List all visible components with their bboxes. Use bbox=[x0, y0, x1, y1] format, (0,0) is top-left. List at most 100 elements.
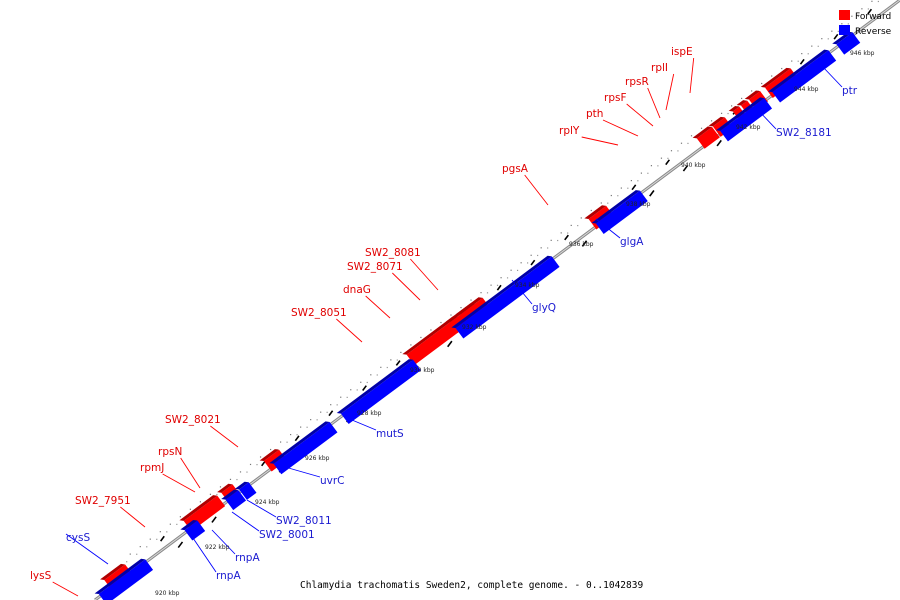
leader-line bbox=[231, 511, 260, 532]
leader-line bbox=[647, 87, 661, 119]
gene-label-forward: rpsF bbox=[604, 92, 627, 104]
track-dot bbox=[657, 165, 659, 167]
tick-mark bbox=[716, 139, 722, 147]
track-dot bbox=[791, 60, 793, 62]
gene-block-edge bbox=[180, 519, 198, 531]
legend-forward-swatch bbox=[839, 10, 850, 20]
gene-label-forward: SW2_8081 bbox=[365, 247, 421, 259]
track-dot bbox=[737, 105, 739, 107]
track-dot bbox=[179, 516, 181, 518]
track-dot bbox=[627, 187, 629, 189]
tick-mark bbox=[328, 410, 334, 417]
reverse-gene-block bbox=[180, 519, 206, 541]
gene-block-face bbox=[98, 559, 154, 600]
gene-block-face bbox=[184, 520, 206, 541]
track-dot bbox=[340, 396, 342, 398]
track-dot bbox=[751, 90, 753, 92]
leader-line bbox=[180, 457, 201, 489]
track-dot bbox=[326, 411, 328, 413]
track-dot bbox=[670, 150, 673, 152]
track-dot bbox=[310, 419, 312, 421]
leader-line bbox=[626, 103, 654, 127]
track-dot bbox=[366, 381, 368, 384]
track-dot bbox=[400, 351, 402, 354]
gene-block-edge bbox=[234, 481, 249, 490]
leader-line bbox=[246, 499, 277, 518]
track-dot bbox=[761, 82, 763, 85]
tick-label: 922 kbp bbox=[205, 544, 230, 551]
track-dot bbox=[336, 404, 338, 406]
track-dot bbox=[720, 112, 723, 114]
gene-block-edge bbox=[728, 106, 740, 112]
tick-mark bbox=[447, 340, 453, 348]
track-dot bbox=[650, 165, 653, 167]
gene-block-edge bbox=[768, 49, 829, 93]
tick-mark bbox=[177, 541, 184, 549]
gene-label-reverse: rnpA bbox=[235, 552, 260, 564]
tick-label: 924 kbp bbox=[255, 499, 280, 506]
reverse-gene-block bbox=[234, 481, 257, 500]
legend-reverse-swatch bbox=[839, 25, 850, 35]
track-dot bbox=[126, 561, 128, 563]
track-dot bbox=[356, 389, 358, 391]
gene-label-reverse: SW2_8011 bbox=[276, 515, 332, 527]
track-dot bbox=[797, 60, 799, 62]
gene-block-face bbox=[455, 256, 560, 339]
track-dot bbox=[286, 441, 288, 443]
gene-block-edge bbox=[760, 67, 791, 88]
track-dot bbox=[506, 277, 509, 279]
track-dot bbox=[209, 493, 212, 495]
track-dot bbox=[199, 501, 202, 503]
tick-mark bbox=[682, 164, 689, 172]
track-dot bbox=[330, 404, 332, 406]
track-dot bbox=[560, 232, 562, 234]
label-leaders bbox=[52, 57, 843, 597]
tick-mark bbox=[867, 8, 873, 15]
track-dot bbox=[827, 38, 829, 40]
gene-label-reverse: glyQ bbox=[532, 302, 556, 314]
gene-label-forward: SW2_8051 bbox=[291, 307, 347, 319]
track-dot bbox=[370, 374, 372, 376]
gene-label-reverse: rnpA bbox=[216, 570, 241, 582]
track-dot bbox=[296, 434, 298, 436]
tick-label: 944 kbp bbox=[794, 86, 819, 93]
gene-block-edge bbox=[217, 483, 233, 493]
track-dot bbox=[386, 366, 388, 369]
leader-line bbox=[821, 65, 843, 88]
legend-reverse-label: Reverse bbox=[855, 27, 892, 37]
track-dot bbox=[256, 464, 258, 466]
gene-label-forward: rplY bbox=[559, 125, 580, 137]
leader-line bbox=[192, 537, 217, 573]
track-dot bbox=[771, 75, 773, 77]
forward-gene-block bbox=[692, 126, 720, 149]
track-dot bbox=[460, 306, 462, 309]
leader-line bbox=[524, 174, 549, 206]
tick-mark bbox=[530, 259, 536, 266]
gene-label-forward: rpmJ bbox=[140, 462, 164, 474]
gene-block-face bbox=[340, 359, 421, 425]
track-dot bbox=[861, 8, 863, 10]
tick-mark bbox=[799, 58, 805, 65]
leader-line bbox=[120, 506, 146, 528]
track-dot bbox=[550, 239, 552, 241]
track-dot bbox=[396, 359, 398, 361]
track-dot bbox=[249, 463, 252, 466]
gene-block-edge bbox=[708, 116, 725, 127]
gene-block-face bbox=[696, 126, 720, 149]
track-dot bbox=[540, 247, 542, 249]
track-dot bbox=[440, 321, 442, 324]
track-dot bbox=[300, 426, 302, 428]
gene-block-edge bbox=[269, 421, 330, 464]
tick-mark bbox=[160, 535, 165, 542]
reverse-gene-block bbox=[451, 255, 560, 339]
track-dot bbox=[690, 135, 693, 137]
gene-label-forward: pgsA bbox=[502, 163, 529, 175]
track-dot bbox=[821, 38, 823, 40]
track-dot bbox=[156, 538, 158, 540]
tick-mark bbox=[833, 33, 839, 40]
gene-block-edge bbox=[591, 190, 640, 224]
leader-line bbox=[162, 473, 196, 493]
track-dot bbox=[516, 269, 519, 272]
